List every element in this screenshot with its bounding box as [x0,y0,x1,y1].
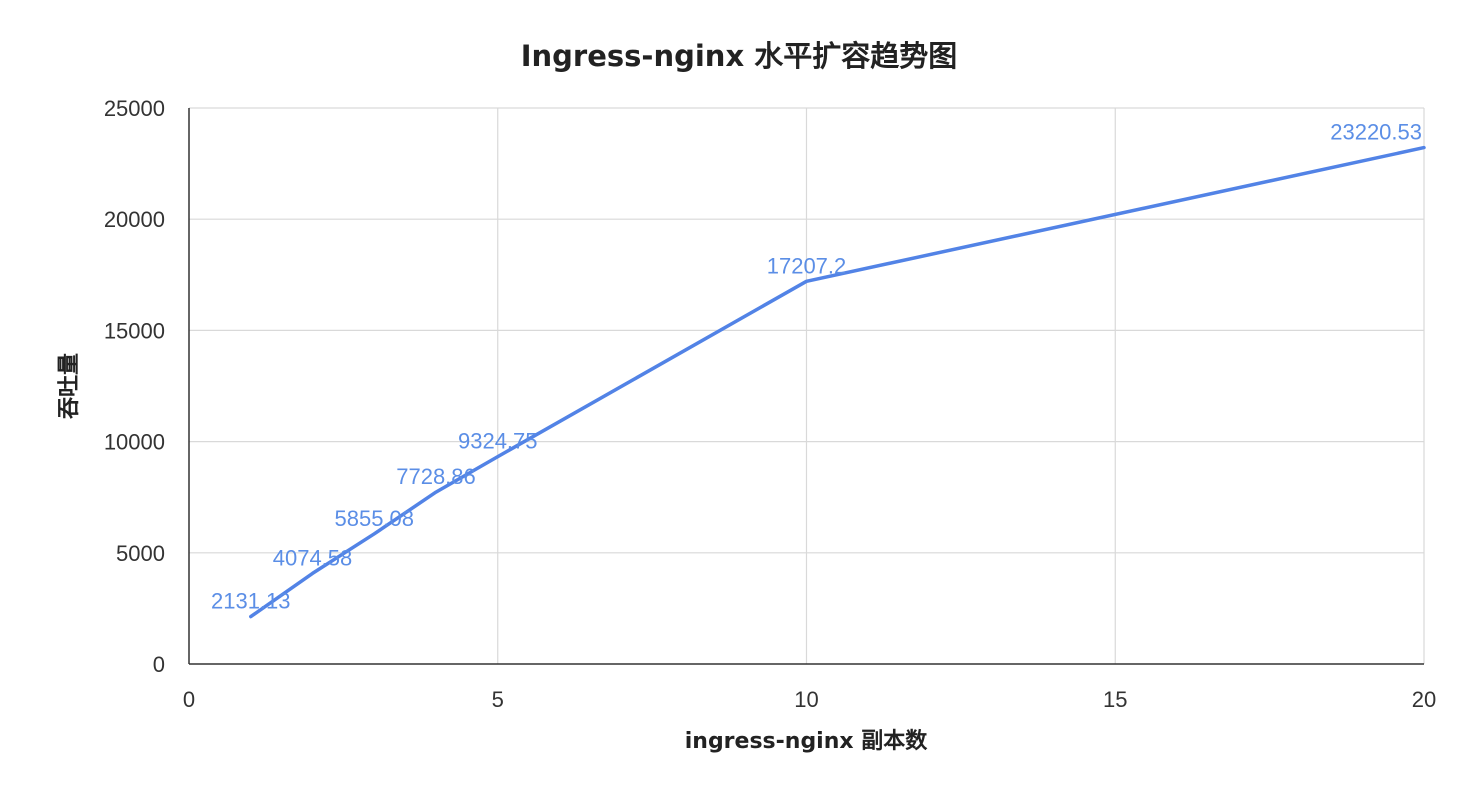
y-tick-label: 25000 [104,96,165,121]
y-tick-label: 5000 [116,541,165,566]
data-label: 9324.75 [458,429,538,454]
data-label: 7728.86 [396,464,476,489]
tick-labels: 0 5000 10000 15000 20000 25000 0 5 10 15 20 [104,96,1436,712]
x-axis-label: ingress-nginx 副本数 [685,728,929,754]
data-label: 17207.2 [767,253,847,278]
data-label: 4074.58 [273,545,353,570]
y-tick-label: 15000 [104,318,165,343]
data-label: 5855.08 [334,506,414,531]
x-tick-label: 20 [1412,687,1436,712]
y-tick-label: 10000 [104,430,165,455]
y-tick-label: 20000 [104,207,165,232]
y-tick-label: 0 [153,652,165,677]
y-axis-label: 吞吐量 [57,353,82,419]
series [249,145,1426,619]
axes [188,108,1424,665]
x-tick-label: 15 [1103,687,1127,712]
data-labels: 2131.13 4074.58 5855.08 7728.86 9324.75 17207… [211,120,1422,614]
x-tick-label: 5 [492,687,504,712]
x-tick-label: 10 [794,687,818,712]
chart-title: Ingress-nginx 水平扩容趋势图 [521,39,958,73]
x-tick-label: 0 [183,687,195,712]
series-line [249,145,1426,619]
data-label: 23220.53 [1330,120,1422,145]
data-label: 2131.13 [211,589,291,614]
grid-lines [189,107,1425,664]
